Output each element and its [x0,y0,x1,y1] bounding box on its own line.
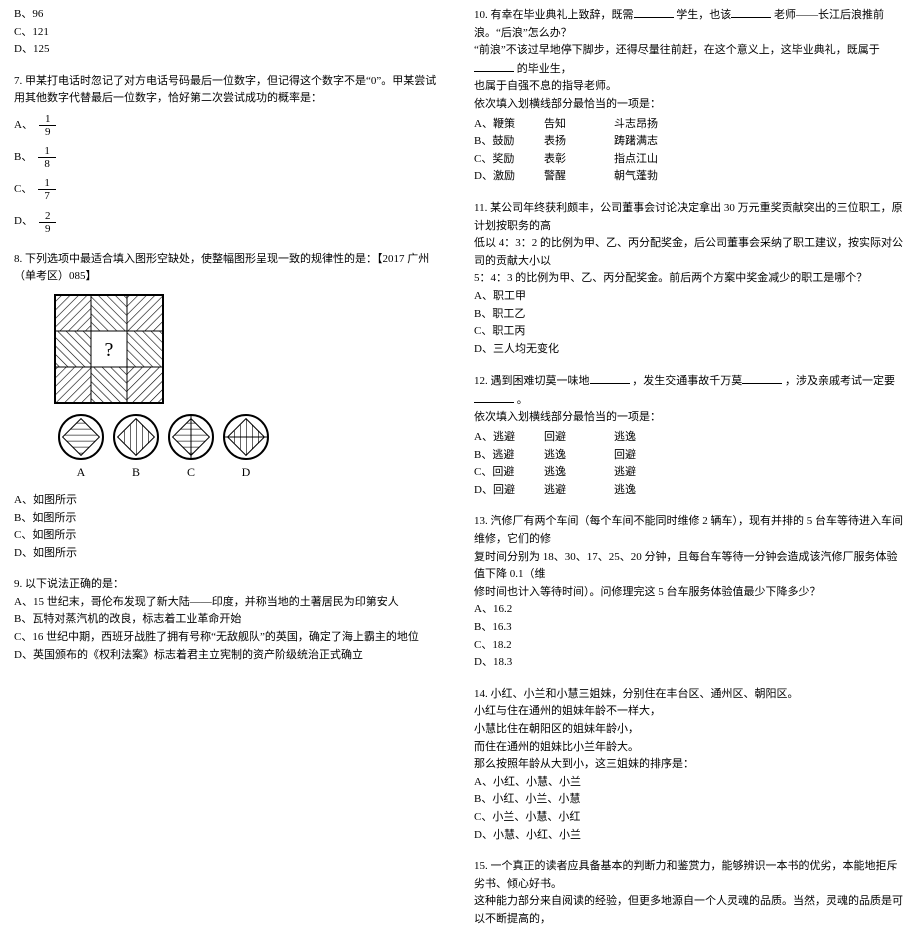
q8-opt-b: B、如图所示 [14,510,446,528]
q10-line3: 也属于自强不息的指导老师。 [474,78,906,96]
right-column: 10. 有幸在毕业典礼上致辞，既需 学生，也该 老师——长江后浪推前浪。“后浪”… [460,0,920,651]
q8-opt-c: C、如图所示 [14,527,446,545]
q7: 7. 甲某打电话时忽记了对方电话号码最后一位数字，但记得这个数字不是“0”。甲某… [14,73,446,237]
q10-line1: 10. 有幸在毕业典礼上致辞，既需 学生，也该 老师——长江后浪推前浪。“后浪”… [474,6,906,42]
q9: 9. 以下说法正确的是： A、15 世纪末，哥伦布发现了新大陆——印度，并称当地… [14,576,446,664]
q8-stem: 8. 下列选项中最适合填入图形空缺处，使整幅图形呈现一致的规律性的是：【2017… [14,251,446,286]
q10-lead: 依次填入划横线部分最恰当的一项是： [474,96,906,114]
q10-line2: “前浪”不该过早地停下脚步，还得尽量往前赶，在这个意义上，这毕业典礼，既属于 的… [474,42,906,78]
q7-stem: 7. 甲某打电话时忽记了对方电话号码最后一位数字，但记得这个数字不是“0”。甲某… [14,73,446,108]
svg-text:B: B [132,465,140,479]
q13: 13. 汽修厂有两个车间（每个车间不能同时维修 2 辆车），现有并排的 5 台车… [474,513,906,671]
q12-options: A、逃避回避逃逸 B、逃避逃逸回避 C、回避逃逸逃避 D、回避逃避逃逸 [474,429,906,499]
q8-opt-a: A、如图所示 [14,492,446,510]
svg-text:A: A [77,465,86,479]
q11: 11. 某公司年终获利颇丰，公司董事会讨论决定拿出 30 万元重奖贡献突出的三位… [474,200,906,358]
q9-opt-d: D、英国颁布的《权利法案》标志着君主立宪制的资产阶级统治正式确立 [14,647,446,665]
q9-stem: 9. 以下说法正确的是： [14,576,446,594]
svg-text:D: D [242,465,251,479]
q7-opt-b: B、 18 [14,143,446,172]
q9-opt-c: C、16 世纪中期，西班牙战胜了拥有号称“无敌舰队”的英国，确定了海上霸主的地位 [14,629,446,647]
q14: 14. 小红、小兰和小慧三姐妹，分别住在丰台区、通州区、朝阳区。 小红与住在通州… [474,686,906,844]
q12: 12. 遇到困难切莫一味地 ，发生交通事故千万莫 ，涉及亲戚考试一定要 。 依次… [474,372,906,499]
blank [474,60,514,72]
q7-opt-d: D、 29 [14,208,446,237]
q12-line1: 12. 遇到困难切莫一味地 ，发生交通事故千万莫 ，涉及亲戚考试一定要 。 [474,372,906,409]
q6-opt-b: B、96 [14,6,446,24]
q10-options: A、鞭策告知斗志昂扬 B、鼓励表扬踌躇满志 C、奖励表彰指点江山 D、激励警醒朝… [474,116,906,186]
q7-opt-c: C、 17 [14,175,446,204]
q7-opt-a: A、 19 [14,111,446,140]
svg-text:C: C [187,465,195,479]
q8-opt-d: D、如图所示 [14,545,446,563]
blank [731,6,771,18]
q9-opt-b: B、瓦特对蒸汽机的改良，标志着工业革命开始 [14,611,446,629]
q15: 15. 一个真正的读者应具备基本的判断力和鉴赏力，能够辨识一本书的优劣，本能地拒… [474,858,906,928]
q8-figure: ? A B C [54,294,446,480]
q6-opt-d: D、125 [14,41,446,59]
q6-opt-c: C、121 [14,24,446,42]
q10: 10. 有幸在毕业典礼上致辞，既需 学生，也该 老师——长江后浪推前浪。“后浪”… [474,6,906,186]
q9-opt-a: A、15 世纪末，哥伦布发现了新大陆——印度，并称当地的土著居民为印第安人 [14,594,446,612]
svg-text:?: ? [105,339,114,361]
blank [634,6,674,18]
left-column: B、96 C、121 D、125 7. 甲某打电话时忽记了对方电话号码最后一位数… [0,0,460,651]
q8: 8. 下列选项中最适合填入图形空缺处，使整幅图形呈现一致的规律性的是：【2017… [14,251,446,563]
